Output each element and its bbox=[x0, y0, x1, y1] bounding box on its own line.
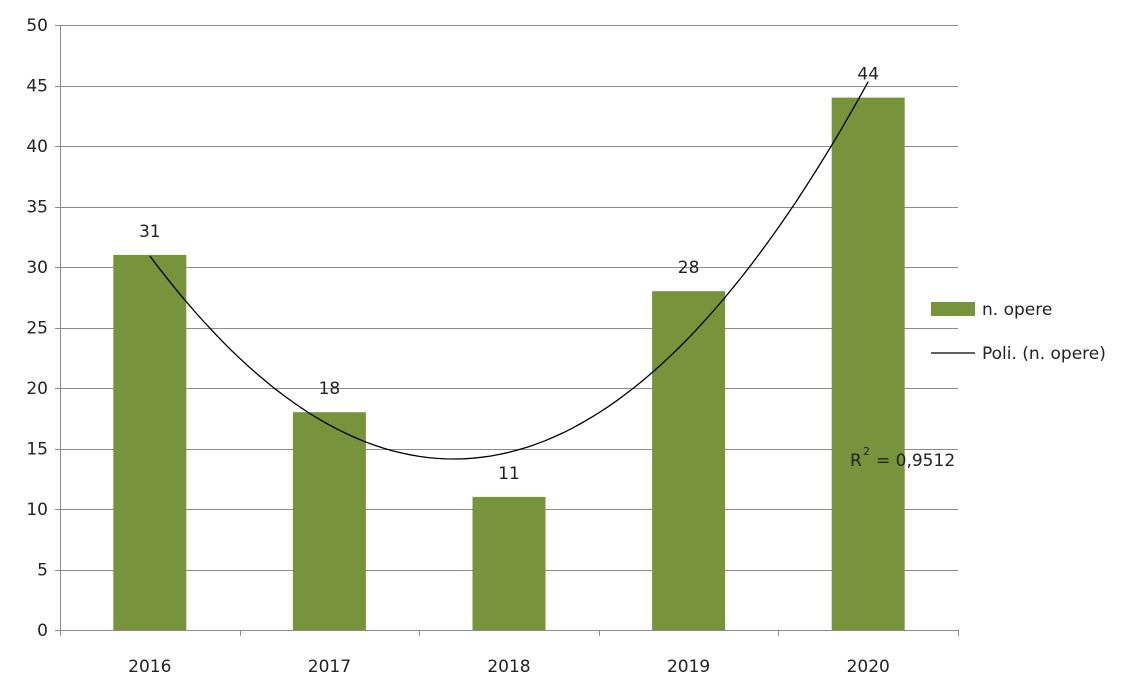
y-tick-label: 20 bbox=[26, 379, 48, 399]
bars bbox=[113, 97, 905, 631]
axes bbox=[55, 25, 959, 636]
r-squared-label: R 2 = 0,9512 bbox=[850, 445, 955, 471]
y-tick-label: 45 bbox=[26, 77, 48, 97]
r-squared-exponent: 2 bbox=[863, 445, 870, 458]
y-tick-label: 25 bbox=[26, 319, 48, 339]
x-tick-label-2020: 2020 bbox=[847, 657, 890, 677]
bar-2016 bbox=[113, 254, 187, 630]
x-tick-label-2016: 2016 bbox=[128, 657, 171, 677]
x-tick-label-2019: 2019 bbox=[667, 657, 710, 677]
gridlines bbox=[60, 25, 958, 571]
y-tick-label: 15 bbox=[26, 440, 48, 460]
bar-2018 bbox=[472, 496, 546, 630]
legend-label-trendline: Poli. (n. opere) bbox=[982, 344, 1106, 364]
bar-2017 bbox=[292, 412, 366, 630]
data-label-2018: 11 bbox=[498, 464, 520, 484]
y-tick-label: 40 bbox=[26, 137, 48, 157]
y-tick-labels: 0 5 10 15 20 25 30 35 40 45 50 bbox=[26, 16, 48, 641]
legend-label-n-opere: n. opere bbox=[982, 300, 1052, 320]
y-tick-label: 0 bbox=[37, 621, 48, 641]
r-squared-prefix: R bbox=[850, 451, 862, 471]
y-tick-label: 35 bbox=[26, 198, 48, 218]
x-tick-label-2018: 2018 bbox=[487, 657, 530, 677]
y-tick-label: 10 bbox=[26, 500, 48, 520]
bar-2020 bbox=[831, 97, 905, 631]
data-label-2020: 44 bbox=[857, 65, 879, 85]
data-labels: 31 18 11 28 44 bbox=[139, 65, 879, 484]
legend-swatch-n-opere bbox=[931, 302, 975, 316]
x-tick-label-2017: 2017 bbox=[308, 657, 351, 677]
y-tick-label: 50 bbox=[26, 16, 48, 36]
data-label-2019: 28 bbox=[678, 258, 700, 278]
y-tick-label: 30 bbox=[26, 258, 48, 278]
bar-2019 bbox=[652, 291, 726, 630]
r-squared-value: = 0,9512 bbox=[876, 451, 955, 471]
data-label-2017: 18 bbox=[319, 379, 341, 399]
trendline bbox=[149, 81, 869, 460]
legend: n. opere Poli. (n. opere) bbox=[931, 300, 1106, 364]
data-label-2016: 31 bbox=[139, 222, 161, 242]
y-tick-label: 5 bbox=[37, 561, 48, 581]
x-tick-labels: 2016 2017 2018 2019 2020 bbox=[128, 657, 890, 677]
